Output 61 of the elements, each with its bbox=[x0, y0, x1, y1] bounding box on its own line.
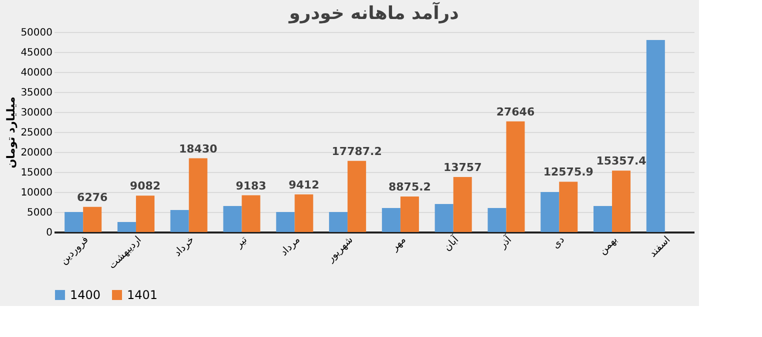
bar bbox=[400, 196, 419, 232]
y-tick-label: 25000 bbox=[20, 128, 52, 138]
bar bbox=[329, 212, 348, 232]
bar bbox=[506, 121, 525, 232]
y-tick-label: 10000 bbox=[20, 188, 52, 198]
bar bbox=[594, 206, 612, 232]
bar bbox=[453, 176, 472, 232]
y-tick-label: 50000 bbox=[20, 28, 52, 38]
bar bbox=[136, 196, 154, 232]
legend-label: 1400 bbox=[70, 288, 101, 302]
bar bbox=[242, 195, 260, 232]
data-label: 17787.2 bbox=[332, 144, 382, 158]
bar bbox=[382, 208, 400, 232]
x-tick-label: آبان bbox=[440, 232, 462, 254]
y-tick-label: 0 bbox=[46, 228, 52, 238]
bar bbox=[117, 222, 136, 232]
data-label: 12575.9 bbox=[543, 166, 594, 179]
bar bbox=[170, 210, 189, 232]
bar bbox=[612, 170, 631, 232]
bar bbox=[488, 208, 506, 232]
x-tick-label: مرداد bbox=[278, 234, 302, 258]
data-label: 18430 bbox=[178, 142, 218, 156]
x-tick-label: اسفند bbox=[648, 234, 673, 260]
y-tick-label: 35000 bbox=[20, 88, 52, 98]
y-tick-label: 5000 bbox=[27, 208, 52, 218]
bar bbox=[348, 160, 366, 232]
data-label: 9183 bbox=[236, 179, 266, 192]
x-tick-label: دی bbox=[550, 234, 567, 251]
x-tick-label: بهمن bbox=[597, 234, 620, 257]
x-tick-label: آذر bbox=[496, 232, 515, 252]
bar bbox=[223, 206, 242, 232]
chart-title: درآمد ماهانه خودرو bbox=[288, 1, 459, 24]
data-label: 15357.4 bbox=[596, 154, 647, 168]
x-tick-label: شهریور bbox=[324, 234, 356, 266]
x-tick-label: فروردین bbox=[58, 234, 92, 267]
bar bbox=[559, 182, 578, 232]
y-tick-label: 30000 bbox=[20, 108, 52, 118]
data-label: 9082 bbox=[130, 180, 161, 193]
bar bbox=[276, 212, 295, 232]
y-tick-label: 45000 bbox=[20, 48, 52, 58]
data-label: 13757 bbox=[443, 160, 482, 174]
data-label: 8875.2 bbox=[388, 180, 431, 194]
bar bbox=[64, 212, 84, 232]
data-label: 9412 bbox=[288, 178, 320, 192]
bar bbox=[434, 204, 454, 232]
bar bbox=[540, 192, 560, 232]
bar bbox=[294, 194, 314, 232]
legend-label: 1401 bbox=[127, 288, 158, 302]
y-tick-label: 20000 bbox=[20, 148, 52, 158]
bar bbox=[188, 158, 208, 232]
x-tick-label: اردیبهشت bbox=[106, 234, 144, 272]
data-label: 27646 bbox=[496, 105, 535, 118]
x-tick-label: تیر bbox=[233, 234, 250, 251]
y-tick-label: 40000 bbox=[20, 68, 52, 78]
x-tick-label: خرداد bbox=[172, 234, 197, 259]
bar bbox=[83, 206, 102, 232]
y-axis-title: میلیارد تومان bbox=[4, 96, 18, 168]
data-label: 6276 bbox=[77, 190, 108, 204]
bar bbox=[646, 40, 665, 232]
x-tick-label: مهر bbox=[388, 234, 408, 254]
y-tick-label: 15000 bbox=[20, 168, 52, 178]
